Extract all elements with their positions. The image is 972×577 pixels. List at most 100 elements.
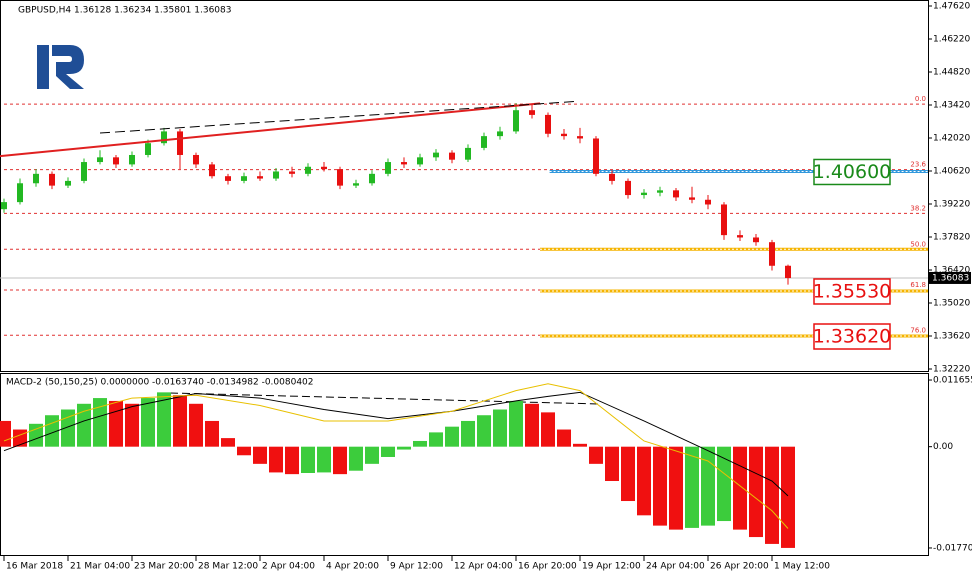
candle-body — [721, 204, 727, 236]
price-frame — [0, 0, 929, 372]
histogram-bar — [605, 446, 619, 482]
y-tick-label: 1.35020 — [933, 299, 970, 309]
logo-shape — [52, 45, 84, 89]
histogram-bar — [445, 426, 459, 447]
x-tick-label: 19 Apr 12:00 — [582, 562, 641, 572]
logo — [37, 45, 84, 89]
histogram-bar — [477, 415, 491, 447]
candle-body — [545, 114, 551, 134]
trend-line — [0, 102, 541, 158]
histogram-bar — [397, 446, 411, 450]
histogram-bar — [13, 429, 27, 447]
candle-body — [65, 180, 71, 186]
candle-body — [289, 171, 295, 174]
candle-body — [497, 131, 503, 137]
histogram-bar — [237, 446, 251, 456]
histogram-bar — [253, 446, 267, 464]
histogram-bar — [493, 409, 507, 447]
candle-body — [465, 147, 471, 160]
histogram-bar — [189, 403, 203, 447]
histogram-bar — [461, 420, 475, 447]
candle-body — [481, 136, 487, 148]
level-label: 1.35530 — [813, 280, 892, 302]
x-tick-label: 4 Apr 20:00 — [326, 562, 379, 572]
histogram-bar — [733, 446, 747, 530]
histogram-bar — [541, 412, 555, 447]
histogram-bar — [157, 392, 171, 447]
candle-body — [513, 110, 519, 132]
x-tick-label: 1 May 12:00 — [774, 562, 830, 572]
y-tick-label: 0.00 — [933, 442, 953, 452]
y-tick-label: 1.40620 — [933, 167, 970, 177]
histogram-bar — [221, 438, 235, 447]
candle-body — [33, 173, 39, 184]
logo-bar — [37, 45, 49, 89]
histogram-bar — [653, 446, 667, 526]
candle-body — [641, 192, 647, 196]
x-tick-label: 12 Apr 04:00 — [454, 562, 513, 572]
y-tick-label: 1.39220 — [933, 200, 970, 210]
candle-body — [177, 131, 183, 155]
candle-body — [401, 162, 407, 165]
candle-body — [417, 157, 423, 165]
fib-label: 23.6 — [910, 161, 926, 169]
histogram-bar — [205, 420, 219, 447]
histogram-bar — [589, 446, 603, 464]
histogram-bar — [685, 446, 699, 528]
macd-title: MACD-2 (50,150,25) 0.0000000 -0.0163740 … — [6, 378, 314, 388]
histogram-bar — [717, 446, 731, 522]
y-tick-label: 1.36420 — [933, 266, 970, 276]
current-price-box — [929, 271, 971, 284]
histogram-bar — [781, 446, 795, 548]
x-tick-label: 9 Apr 12:00 — [390, 562, 443, 572]
candle-body — [97, 157, 103, 163]
histogram-bar — [141, 398, 155, 447]
histogram-bar — [525, 403, 539, 447]
candle-body — [49, 173, 55, 186]
histogram-bar — [45, 415, 59, 447]
histogram-bar — [125, 403, 139, 447]
candle-body — [353, 183, 359, 186]
candle-body — [657, 190, 663, 193]
histogram-bar — [93, 398, 107, 447]
candle-body — [625, 180, 631, 196]
level-label: 1.33620 — [813, 326, 892, 348]
x-tick-label: 24 Apr 04:00 — [646, 562, 705, 572]
fib-label: 50.0 — [910, 240, 926, 248]
histogram-bar — [557, 429, 571, 447]
candle-body — [449, 152, 455, 160]
y-tick-label: 1.47620 — [933, 2, 970, 12]
candle-body — [209, 164, 215, 177]
candle-body — [689, 197, 695, 200]
candle-body — [529, 110, 535, 115]
histogram-bar — [29, 423, 43, 447]
histogram-bar — [173, 395, 187, 447]
histogram-bar — [109, 400, 123, 447]
candle-body — [577, 136, 583, 139]
candle-body — [145, 143, 151, 155]
candle-body — [257, 176, 263, 179]
candle-body — [769, 242, 775, 266]
x-tick-label: 28 Mar 12:00 — [198, 562, 258, 572]
candle-body — [113, 157, 119, 165]
y-tick-label: 1.32220 — [933, 365, 970, 375]
macd-frame — [0, 373, 929, 556]
fib-label: 76.0 — [910, 326, 926, 334]
macd-line — [3, 383, 789, 529]
y-tick-label: 0.011655 — [933, 376, 972, 386]
histogram-bar — [509, 400, 523, 447]
y-tick-label: 1.44820 — [933, 68, 970, 78]
histogram-bar — [349, 446, 363, 471]
y-tick-label: 1.46220 — [933, 35, 970, 45]
y-tick-label: -0.017708 — [933, 543, 972, 553]
y-tick-label: 1.33620 — [933, 332, 970, 342]
y-tick-label: 1.43420 — [933, 101, 970, 111]
candle-body — [321, 166, 327, 170]
histogram-bar — [301, 446, 315, 473]
price-title: GBPUSD,H4 1.36128 1.36234 1.35801 1.3608… — [18, 6, 231, 16]
candle-body — [81, 162, 87, 181]
histogram-bar — [285, 446, 299, 475]
candle-body — [593, 138, 599, 174]
x-tick-label: 26 Apr 20:00 — [710, 562, 769, 572]
